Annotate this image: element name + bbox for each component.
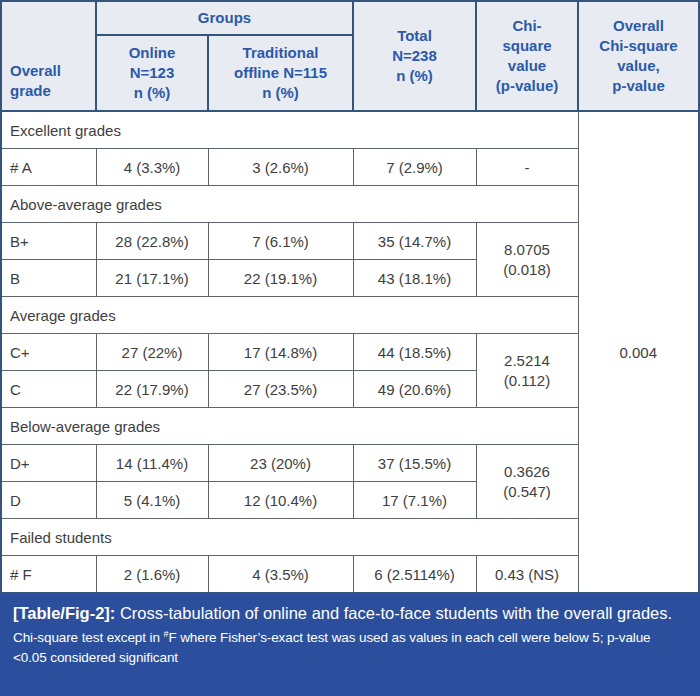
chi-square-cell-d: 0.3626 (0.547) <box>476 445 578 519</box>
offline-value: 7 (6.1%) <box>208 223 353 260</box>
caption-text: Cross-tabulation of online and face-to-f… <box>115 604 672 622</box>
grade-label: B <box>1 260 96 297</box>
table-caption: [Table/Fig-2]: Cross-tabulation of onlin… <box>13 603 687 625</box>
group-label-failed: Failed students <box>1 519 578 556</box>
footnote-text-pre: Chi-square test except in <box>13 630 163 645</box>
overall-p-value-cell: 0.004 <box>578 111 699 593</box>
offline-value: 12 (10.4%) <box>208 482 353 519</box>
grade-label: B+ <box>1 223 96 260</box>
total-value: 37 (15.5%) <box>353 445 476 482</box>
offline-value: 3 (2.6%) <box>208 149 353 186</box>
offline-value: 17 (14.8%) <box>208 334 353 371</box>
header-offline-group: Traditional offline N=115 n (%) <box>208 35 353 111</box>
total-value: 44 (18.5%) <box>353 334 476 371</box>
group-label-below-average: Below-average grades <box>1 408 578 445</box>
table-footnote: Chi-square test except in #F where Fishe… <box>13 628 687 669</box>
grade-label: # F <box>1 556 96 594</box>
header-chi-square-value: Chi- square value (p-value) <box>476 1 578 111</box>
chi-square-cell: - <box>476 149 578 186</box>
chi-square-cell-b: 8.0705 (0.018) <box>476 223 578 297</box>
grade-label: D <box>1 482 96 519</box>
online-value: 5 (4.1%) <box>96 482 208 519</box>
grade-label: C <box>1 371 96 408</box>
header-row-1: Overall grade Groups Total N=238 n (%) C… <box>1 1 699 35</box>
total-value: 17 (7.1%) <box>353 482 476 519</box>
header-overall-grade: Overall grade <box>1 1 96 111</box>
online-value: 4 (3.3%) <box>96 149 208 186</box>
offline-value: 27 (23.5%) <box>208 371 353 408</box>
group-row-excellent: Excellent grades 0.004 <box>1 111 699 149</box>
offline-value: 23 (20%) <box>208 445 353 482</box>
header-online-group: Online N=123 n (%) <box>96 35 208 111</box>
grade-label: C+ <box>1 334 96 371</box>
chi-square-cell-c: 2.5214 (0.112) <box>476 334 578 408</box>
group-label-average: Average grades <box>1 297 578 334</box>
header-groups: Groups <box>96 1 353 35</box>
table-header: Overall grade Groups Total N=238 n (%) C… <box>1 1 699 111</box>
total-value: 43 (18.1%) <box>353 260 476 297</box>
online-value: 28 (22.8%) <box>96 223 208 260</box>
group-label-above-average: Above-average grades <box>1 186 578 223</box>
group-label-excellent: Excellent grades <box>1 111 578 149</box>
chi-square-cell-f: 0.43 (NS) <box>476 556 578 594</box>
online-value: 21 (17.1%) <box>96 260 208 297</box>
offline-value: 4 (3.5%) <box>208 556 353 594</box>
caption-label: [Table/Fig-2]: <box>13 604 115 622</box>
online-value: 2 (1.6%) <box>96 556 208 594</box>
total-value: 7 (2.9%) <box>353 149 476 186</box>
online-value: 22 (17.9%) <box>96 371 208 408</box>
grade-label: # A <box>1 149 96 186</box>
header-overall-chi-square: Overall Chi-square value, p-value <box>578 1 699 111</box>
header-total: Total N=238 n (%) <box>353 1 476 111</box>
online-value: 27 (22%) <box>96 334 208 371</box>
cross-tabulation-table: Overall grade Groups Total N=238 n (%) C… <box>0 0 700 594</box>
table-caption-bar: [Table/Fig-2]: Cross-tabulation of onlin… <box>0 594 700 696</box>
online-value: 14 (11.4%) <box>96 445 208 482</box>
total-value: 35 (14.7%) <box>353 223 476 260</box>
offline-value: 22 (19.1%) <box>208 260 353 297</box>
grade-label: D+ <box>1 445 96 482</box>
table-body: Excellent grades 0.004 # A 4 (3.3%) 3 (2… <box>1 111 699 593</box>
total-value: 6 (2.5114%) <box>353 556 476 594</box>
total-value: 49 (20.6%) <box>353 371 476 408</box>
